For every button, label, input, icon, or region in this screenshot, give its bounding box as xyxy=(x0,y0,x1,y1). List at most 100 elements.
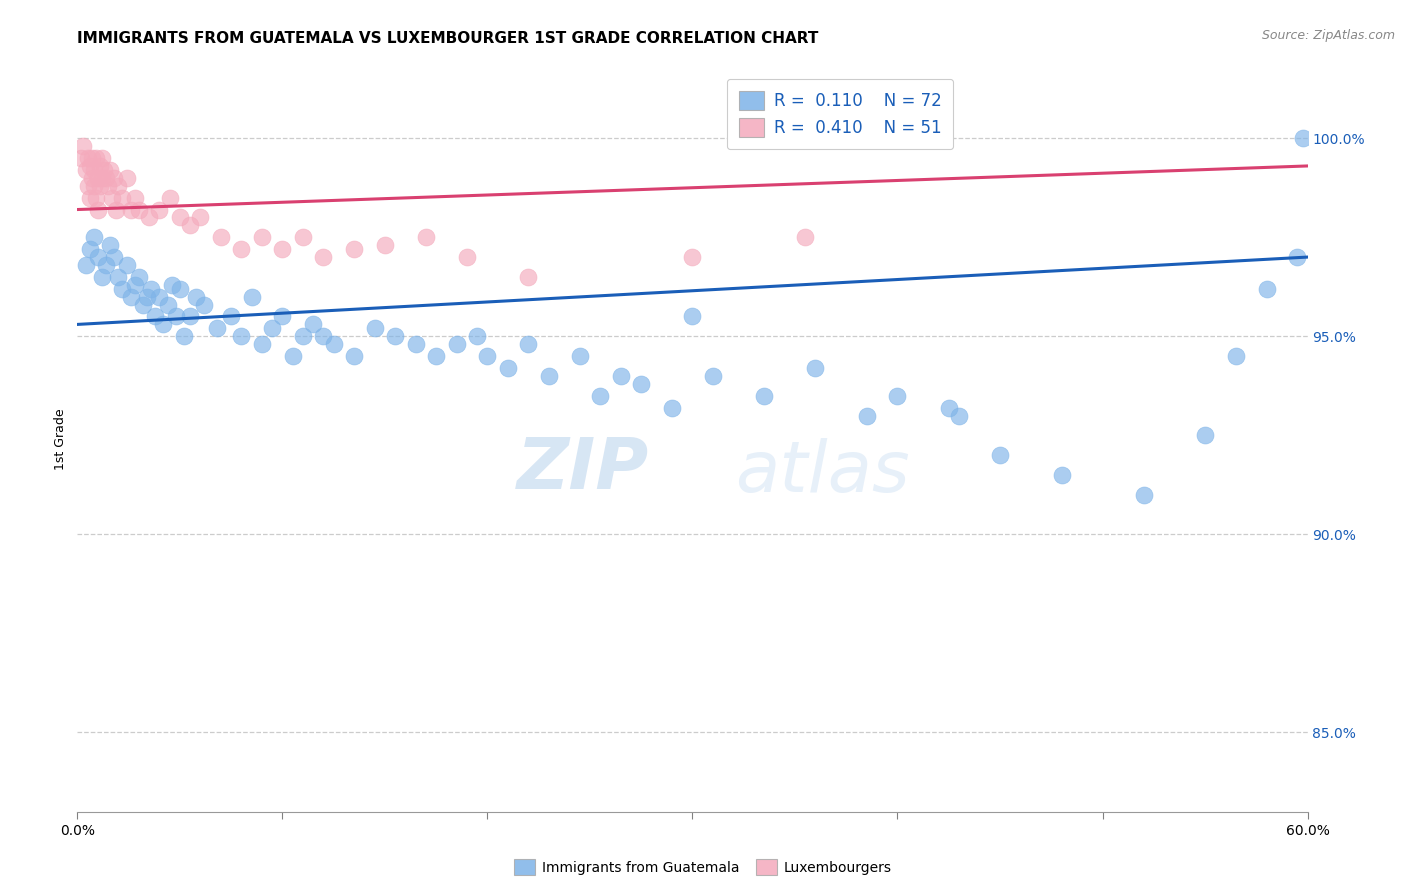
Point xyxy=(312,329,335,343)
Point xyxy=(107,178,129,193)
Text: Source: ZipAtlas.com: Source: ZipAtlas.com xyxy=(1261,29,1395,42)
Point xyxy=(1256,282,1278,296)
Point xyxy=(90,170,114,185)
Point xyxy=(169,211,191,225)
Point xyxy=(446,337,468,351)
Legend: R =  0.110    N = 72, R =  0.410    N = 51: R = 0.110 N = 72, R = 0.410 N = 51 xyxy=(727,79,953,149)
Point xyxy=(152,318,174,332)
Point xyxy=(87,170,110,185)
Point xyxy=(115,258,138,272)
Text: IMMIGRANTS FROM GUATEMALA VS LUXEMBOURGER 1ST GRADE CORRELATION CHART: IMMIGRANTS FROM GUATEMALA VS LUXEMBOURGE… xyxy=(77,31,818,46)
Point xyxy=(363,321,385,335)
Point xyxy=(1194,428,1216,442)
Text: atlas: atlas xyxy=(735,438,910,508)
Point xyxy=(141,282,163,296)
Point xyxy=(312,250,335,264)
Point xyxy=(76,178,98,193)
Point xyxy=(988,448,1011,462)
Point xyxy=(79,159,101,173)
Point xyxy=(80,151,103,165)
Point xyxy=(89,178,111,193)
Point xyxy=(159,191,181,205)
Point xyxy=(80,170,103,185)
Point xyxy=(165,310,187,324)
Point xyxy=(186,290,208,304)
Point xyxy=(148,290,170,304)
Point xyxy=(537,368,560,383)
Point xyxy=(179,219,201,233)
Point xyxy=(115,170,138,185)
Point xyxy=(231,242,253,256)
Point xyxy=(193,297,215,311)
Point xyxy=(855,409,877,423)
Point xyxy=(374,238,396,252)
Point xyxy=(682,250,704,264)
Point xyxy=(79,191,101,205)
Point xyxy=(477,349,499,363)
Point xyxy=(343,242,366,256)
Point xyxy=(124,277,146,292)
Point xyxy=(240,290,263,304)
Point xyxy=(128,269,150,284)
Point xyxy=(589,389,612,403)
Point xyxy=(138,211,160,225)
Point xyxy=(143,310,166,324)
Point xyxy=(75,162,97,177)
Point xyxy=(630,376,652,391)
Point xyxy=(291,329,314,343)
Point xyxy=(465,329,488,343)
Point xyxy=(517,337,540,351)
Point xyxy=(89,159,111,173)
Point xyxy=(456,250,478,264)
Point xyxy=(84,191,107,205)
Point xyxy=(291,230,314,244)
Point xyxy=(98,238,121,252)
Point xyxy=(517,269,540,284)
Point xyxy=(148,202,170,217)
Point xyxy=(83,230,105,244)
Point xyxy=(209,230,232,244)
Point xyxy=(948,409,970,423)
Point xyxy=(101,191,124,205)
Text: ZIP: ZIP xyxy=(517,434,650,504)
Point xyxy=(93,162,115,177)
Point xyxy=(661,401,683,415)
Point xyxy=(425,349,447,363)
Point xyxy=(103,170,125,185)
Point xyxy=(794,230,817,244)
Point xyxy=(160,277,183,292)
Point xyxy=(111,191,134,205)
Point xyxy=(107,269,129,284)
Point xyxy=(87,202,110,217)
Point xyxy=(271,242,294,256)
Point xyxy=(1132,488,1154,502)
Point xyxy=(173,329,195,343)
Point xyxy=(94,258,117,272)
Point xyxy=(98,162,121,177)
Point xyxy=(97,178,120,193)
Legend: Immigrants from Guatemala, Luxembourgers: Immigrants from Guatemala, Luxembourgers xyxy=(509,854,897,880)
Point xyxy=(302,318,325,332)
Point xyxy=(702,368,724,383)
Point xyxy=(754,389,776,403)
Point xyxy=(87,250,110,264)
Point xyxy=(262,321,284,335)
Point xyxy=(83,178,105,193)
Point xyxy=(90,269,114,284)
Point xyxy=(1225,349,1247,363)
Point xyxy=(156,297,179,311)
Point xyxy=(75,258,97,272)
Point xyxy=(384,329,406,343)
Point xyxy=(343,349,366,363)
Point xyxy=(90,151,114,165)
Point xyxy=(188,211,212,225)
Point xyxy=(111,282,134,296)
Point xyxy=(79,242,101,256)
Point xyxy=(250,230,273,244)
Point xyxy=(568,349,591,363)
Point xyxy=(103,250,125,264)
Point xyxy=(72,139,94,153)
Point xyxy=(124,191,146,205)
Point xyxy=(105,202,128,217)
Point xyxy=(231,329,253,343)
